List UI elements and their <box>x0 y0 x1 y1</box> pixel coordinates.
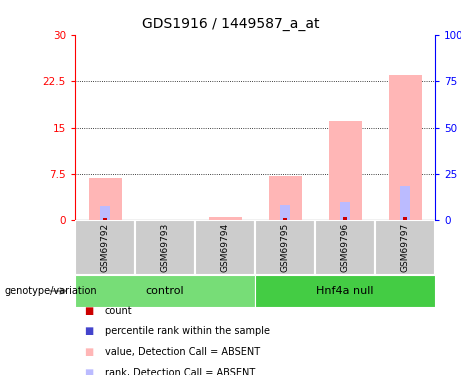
Text: ■: ■ <box>84 326 94 336</box>
Bar <box>375 220 435 275</box>
Bar <box>340 201 350 220</box>
Text: GSM69796: GSM69796 <box>341 223 349 272</box>
Bar <box>403 217 407 220</box>
Text: control: control <box>146 286 184 296</box>
Bar <box>100 206 110 220</box>
Text: ■: ■ <box>84 368 94 375</box>
Text: GSM69795: GSM69795 <box>280 223 290 272</box>
Bar <box>343 217 347 220</box>
Text: GSM69792: GSM69792 <box>100 223 110 272</box>
Bar <box>75 275 255 307</box>
Bar <box>103 219 107 220</box>
Bar <box>255 220 315 275</box>
Text: ■: ■ <box>84 347 94 357</box>
Text: GDS1916 / 1449587_a_at: GDS1916 / 1449587_a_at <box>142 17 319 31</box>
Text: Hnf4a null: Hnf4a null <box>316 286 374 296</box>
Text: count: count <box>105 306 133 316</box>
Bar <box>283 218 287 220</box>
Text: percentile rank within the sample: percentile rank within the sample <box>105 326 270 336</box>
Bar <box>255 275 435 307</box>
Bar <box>268 176 301 220</box>
Bar <box>223 219 227 220</box>
Bar <box>89 178 122 220</box>
Bar <box>75 220 135 275</box>
Text: GSM69793: GSM69793 <box>160 223 170 272</box>
Bar <box>315 220 375 275</box>
Bar <box>195 220 255 275</box>
Bar <box>280 205 290 220</box>
Bar <box>135 220 195 275</box>
Text: GSM69797: GSM69797 <box>401 223 409 272</box>
Text: genotype/variation: genotype/variation <box>5 286 97 296</box>
Bar <box>329 122 361 220</box>
Text: ■: ■ <box>84 306 94 316</box>
Bar <box>400 186 410 220</box>
Bar <box>208 217 242 220</box>
Text: rank, Detection Call = ABSENT: rank, Detection Call = ABSENT <box>105 368 255 375</box>
Text: value, Detection Call = ABSENT: value, Detection Call = ABSENT <box>105 347 260 357</box>
Text: GSM69794: GSM69794 <box>220 223 230 272</box>
Bar <box>389 75 421 220</box>
